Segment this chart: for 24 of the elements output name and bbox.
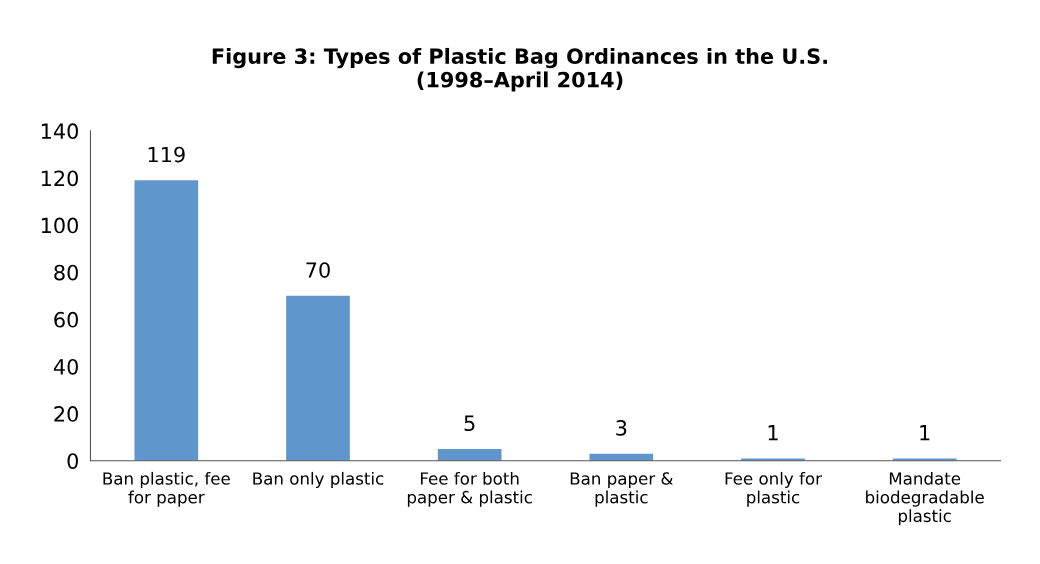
y-tick-label: 120 <box>41 170 78 187</box>
data-label: 119 <box>148 146 185 163</box>
x-tick-label: Mandate biodegradable plastic <box>866 471 984 526</box>
data-label: 1 <box>768 425 778 441</box>
data-label: 70 <box>306 262 330 278</box>
bar <box>134 180 199 461</box>
data-label: 3 <box>616 420 627 436</box>
y-tick-label: 80 <box>54 264 78 281</box>
y-tick-label: 60 <box>54 311 78 328</box>
x-tick-label: Fee only for plastic <box>725 471 822 507</box>
x-tick-label: Ban plastic, fee for paper <box>103 471 230 507</box>
chart-title: Figure 3: Types of Plastic Bag Ordinances in the U.S. (1998–April 2014) <box>212 47 827 92</box>
data-label: 5 <box>464 415 475 432</box>
x-tick-label: Fee for both paper & plastic <box>407 471 532 507</box>
x-tick-label: Ban paper & plastic <box>570 472 673 507</box>
x-tick-label: Ban only plastic <box>253 471 384 489</box>
bar <box>437 449 502 461</box>
y-tick-label: 140 <box>41 123 78 140</box>
y-tick-label: 0 <box>67 453 78 469</box>
y-tick-label: 40 <box>53 358 78 375</box>
data-label: 1 <box>920 425 930 441</box>
bar <box>286 295 350 461</box>
y-tick-label: 100 <box>41 217 78 234</box>
y-tick-label: 20 <box>54 406 78 422</box>
